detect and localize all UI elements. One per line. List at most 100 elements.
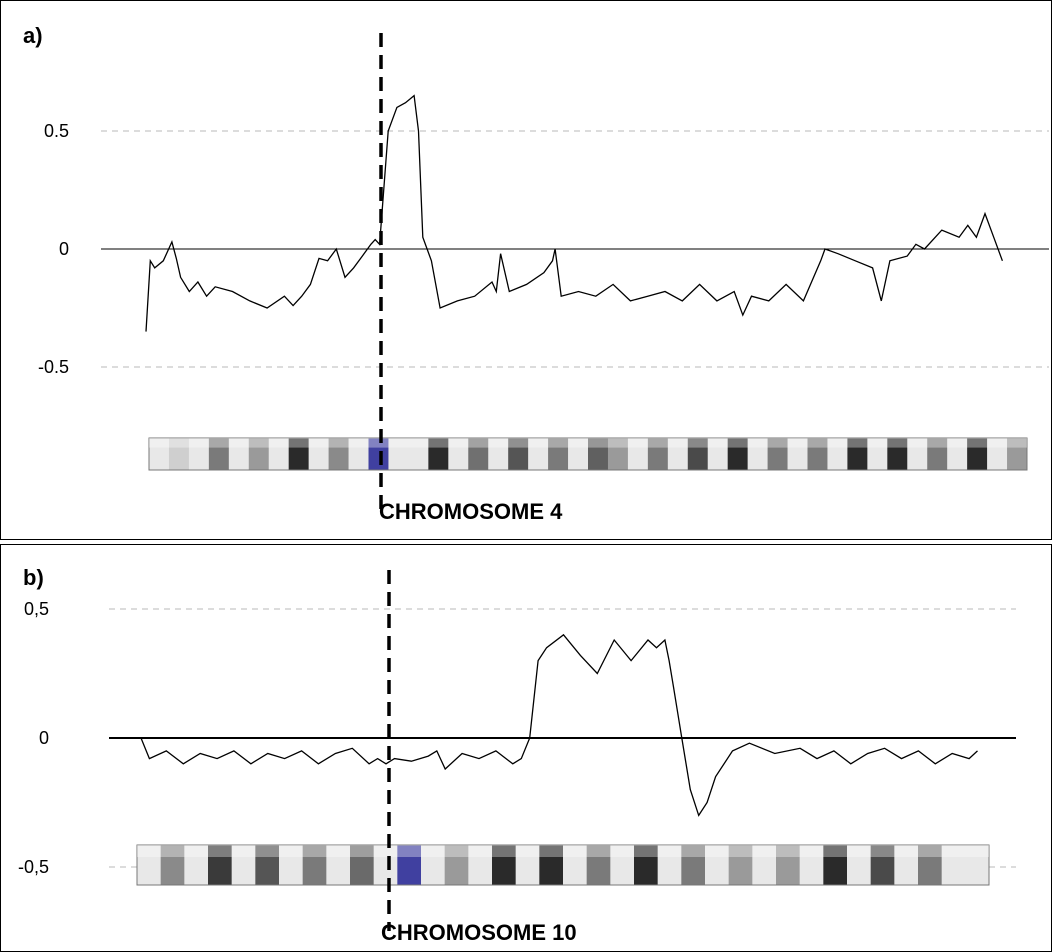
panel-a-label: a) (23, 23, 43, 48)
y-tick-label: -0.5 (38, 357, 69, 377)
ideogram-band (397, 845, 422, 885)
ideogram-band (827, 438, 848, 470)
ideogram-band (348, 438, 369, 470)
ideogram-band (867, 438, 888, 470)
ideogram-band (492, 845, 517, 885)
ideogram-band (288, 438, 310, 470)
ideogram-band (468, 438, 489, 470)
ideogram-band (231, 845, 256, 885)
ideogram-band (188, 438, 210, 470)
chromosome-ideogram (136, 844, 990, 886)
ideogram-band (488, 438, 509, 470)
ideogram-band (627, 438, 649, 470)
ideogram-band (350, 845, 375, 885)
ideogram-band (328, 438, 350, 470)
ideogram-band (767, 438, 789, 470)
ideogram-band (607, 438, 629, 470)
ideogram-band (586, 845, 611, 885)
ideogram-band (428, 438, 449, 470)
ideogram-band (208, 845, 233, 885)
ideogram-band (705, 845, 730, 885)
ideogram-band (947, 438, 968, 470)
ideogram-band (634, 845, 659, 885)
ideogram-band (248, 438, 270, 470)
ideogram-band (208, 438, 230, 470)
chart-a-svg: a) CHROMOSOME 4 0.5 0 -0.5 (23, 23, 1049, 524)
ideogram-band (847, 845, 872, 885)
y-tick-label: 0 (39, 728, 49, 748)
ideogram-band (799, 845, 824, 885)
ideogram-band (408, 438, 429, 470)
copy-number-series-line (140, 633, 978, 817)
ideogram-band (302, 845, 327, 885)
ideogram-band (894, 845, 919, 885)
ideogram-band (681, 845, 706, 885)
ideogram-band (987, 438, 1008, 470)
chromosome-4-label: CHROMOSOME 4 (379, 499, 563, 524)
ideogram-band (373, 845, 398, 885)
ideogram-band (448, 438, 469, 470)
ideogram-band (707, 438, 729, 470)
ideogram-outline (136, 844, 990, 886)
ideogram-band (508, 438, 529, 470)
ideogram-band (727, 438, 749, 470)
chromosome-ideogram (148, 437, 1028, 471)
ideogram-band (747, 438, 769, 470)
ideogram-band (870, 845, 895, 885)
ideogram-band (184, 845, 209, 885)
ideogram-band (967, 438, 988, 470)
ideogram-band (776, 845, 801, 885)
ideogram-band (687, 438, 709, 470)
ideogram-band (326, 845, 351, 885)
ideogram-band (941, 845, 966, 885)
ideogram-band (421, 845, 446, 885)
ideogram-band (548, 438, 569, 470)
ideogram-band (279, 845, 304, 885)
ideogram-band (807, 438, 828, 470)
panel-b-label: b) (23, 565, 44, 590)
panel-a: a) CHROMOSOME 4 0.5 0 -0.5 (0, 0, 1052, 540)
ideogram-band (168, 438, 190, 470)
y-tick-label: 0,5 (24, 599, 49, 619)
ideogram-band (657, 845, 682, 885)
ideogram-band (388, 438, 409, 470)
ideogram-band (528, 438, 549, 470)
ideogram-band (137, 845, 162, 885)
ideogram-band (228, 438, 250, 470)
ideogram-band (927, 438, 948, 470)
ideogram-band (907, 438, 928, 470)
y-tick-label: 0.5 (44, 121, 69, 141)
chart-b-svg: b) CHROMOSOME 10 0,5 0 -0,5 (18, 565, 1016, 945)
ideogram-band (568, 438, 589, 470)
ideogram-band (268, 438, 290, 470)
ideogram-band (823, 845, 848, 885)
panel-b: b) CHROMOSOME 10 0,5 0 -0,5 (0, 544, 1052, 952)
ideogram-band (887, 438, 908, 470)
ideogram-highlight (149, 438, 1027, 448)
ideogram-band (667, 438, 689, 470)
ideogram-band (468, 845, 493, 885)
ideogram-band (368, 438, 389, 470)
ideogram-band (1007, 438, 1028, 470)
ideogram-band (444, 845, 469, 885)
ideogram-band (255, 845, 280, 885)
ideogram-band (563, 845, 588, 885)
y-tick-label: 0 (59, 239, 69, 259)
ideogram-band (308, 438, 330, 470)
ideogram-band (610, 845, 635, 885)
y-tick-label: -0,5 (18, 857, 49, 877)
chromosome-10-label: CHROMOSOME 10 (381, 920, 577, 945)
ideogram-band (160, 845, 185, 885)
ideogram-band (965, 845, 990, 885)
ideogram-outline (148, 437, 1028, 471)
ideogram-band (588, 438, 609, 470)
ideogram-band (752, 845, 777, 885)
ideogram-band (787, 438, 808, 470)
ideogram-band (847, 438, 868, 470)
ideogram-band (149, 438, 170, 470)
ideogram-band (728, 845, 753, 885)
ideogram-band (918, 845, 943, 885)
ideogram-band (539, 845, 564, 885)
ideogram-highlight (137, 845, 989, 857)
ideogram-band (515, 845, 540, 885)
